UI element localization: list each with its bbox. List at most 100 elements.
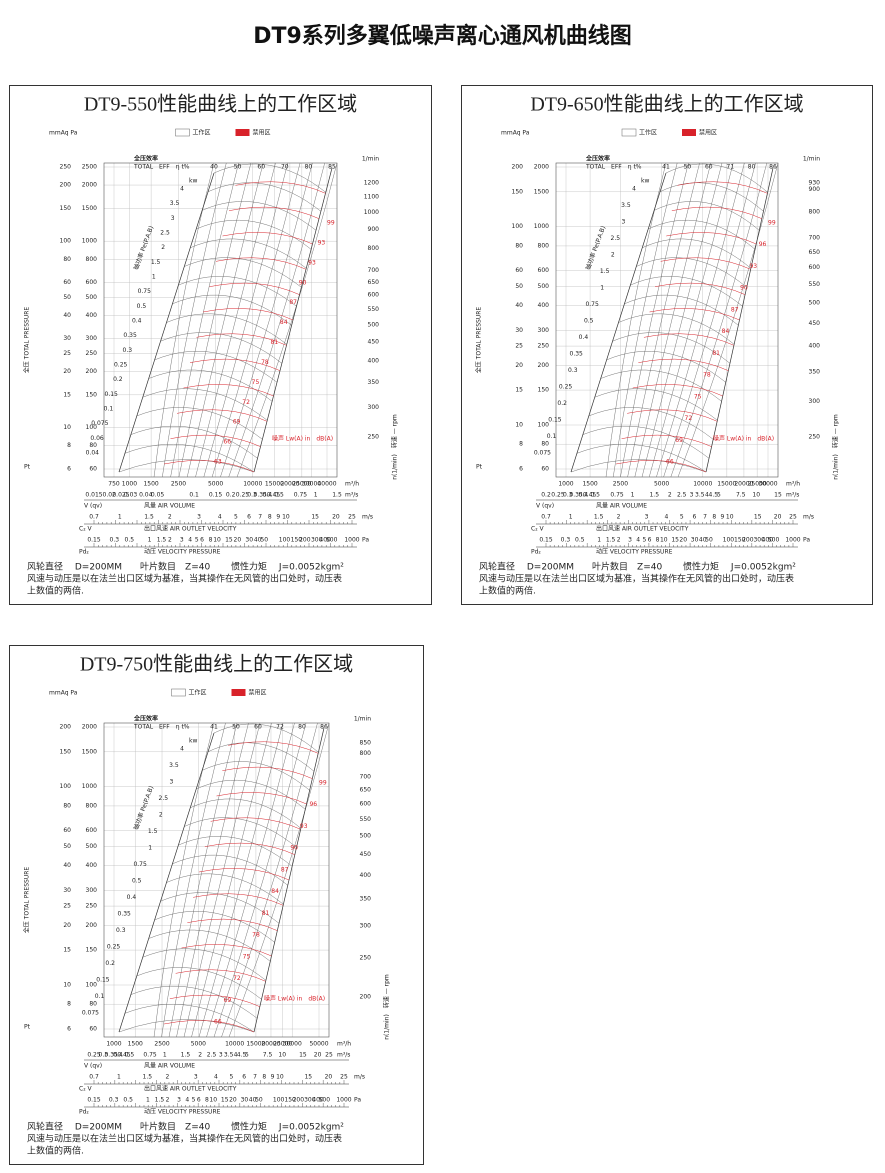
flow-s-label: 0.45 <box>583 492 597 499</box>
eff-curve <box>168 722 238 1038</box>
flow-s-label: 0.25 <box>87 1052 101 1059</box>
noise-value: 78 <box>252 932 260 939</box>
fan-curve <box>648 219 756 250</box>
power-value: 3.5 <box>169 762 179 769</box>
main-title: DT9系列多翼低噪声离心通风机曲线图 <box>253 24 632 49</box>
eff-label: 85 <box>328 164 336 171</box>
flow-s-label: 1.5 <box>332 492 342 499</box>
rpm-tick-label: 200 <box>360 994 372 1001</box>
dp-label: 0.3 <box>109 1097 119 1104</box>
rpm-tick-label: 450 <box>368 338 380 345</box>
dp-label: 30 <box>691 537 699 544</box>
dp-label: 100 <box>279 537 291 544</box>
power-value: 0.75 <box>585 301 599 308</box>
rpm-unit: 1/min <box>362 156 379 163</box>
noise-curve <box>163 1020 255 1033</box>
vel-label: 2 <box>165 1074 169 1081</box>
dp-label: 150 <box>734 537 746 544</box>
power-value: 0.35 <box>570 351 584 358</box>
dp-label: 0.5 <box>575 537 585 544</box>
flow-h-label: 30000 <box>283 1041 302 1048</box>
eff-curve <box>620 162 689 478</box>
flow-h-unit: m³/h <box>786 481 800 488</box>
power-value: 0.5 <box>584 318 594 325</box>
mmaq-tick-label: 10 <box>515 422 523 429</box>
noise-curves <box>163 181 326 473</box>
rpm-tick-label: 700 <box>368 267 380 274</box>
fan-curve <box>190 238 307 269</box>
flow-h-label: 15000 <box>265 481 284 488</box>
noise-value: 93 <box>308 259 316 266</box>
dp-label: 300 <box>304 1097 316 1104</box>
flow-h-label: 2500 <box>613 481 628 488</box>
pa-tick-label: 60 <box>89 1026 97 1033</box>
flow-s-label: 0.45 <box>267 492 281 499</box>
rpm-label: n(1/min) 转速 — rpm <box>391 414 399 480</box>
rpm-tick-label: 300 <box>368 404 380 411</box>
eff-label: 41 <box>662 164 670 171</box>
vel-label: 5 <box>680 514 684 521</box>
fan-curve <box>178 836 293 867</box>
flow-h-label: 30000 <box>302 481 321 488</box>
mmaq-tick-label: 8 <box>519 441 523 448</box>
noise-value: 90 <box>290 845 298 852</box>
eff-curve <box>663 162 756 478</box>
noise-curve <box>621 434 712 447</box>
dp-label: 50 <box>255 1097 263 1104</box>
legend-swatch <box>171 688 186 697</box>
power-value: 4 <box>632 186 636 193</box>
axis-unit: mmAq Pa <box>49 130 78 137</box>
noise-value: 81 <box>271 339 279 346</box>
vel-label: 5 <box>230 1074 234 1081</box>
power-value: 0.75 <box>133 861 147 868</box>
dp-label: 4 <box>188 537 192 544</box>
legend-swatch <box>621 128 637 137</box>
noise-curve <box>666 232 757 245</box>
flow-h-label: 10000 <box>225 1041 244 1048</box>
flow-s-label: 0.4 <box>262 492 272 499</box>
noise-curve <box>163 460 255 473</box>
mmaq-tick-label: 200 <box>60 182 72 189</box>
eff-label: 60 <box>254 724 262 731</box>
mmaq-tick-label: 30 <box>63 887 71 894</box>
dp-label: 100 <box>723 537 735 544</box>
eff-cn: 全压效率 <box>133 715 158 723</box>
mmaq-tick-label: 150 <box>60 748 72 755</box>
pa-tick-label: 1500 <box>534 188 549 195</box>
flow-h-label: 15000 <box>717 481 736 488</box>
flow-s-label: 0.03 <box>124 492 138 499</box>
noise-curve <box>169 994 260 1007</box>
noise-curve <box>643 333 735 346</box>
rpm-tick-label: 800 <box>368 245 380 252</box>
vel-label: 5 <box>234 514 238 521</box>
noise-value: 99 <box>768 220 776 227</box>
mmaq-tick-label: 25 <box>515 343 523 350</box>
rpm-tick-label: 1200 <box>364 180 379 187</box>
legend-label: 工作区 <box>193 129 211 137</box>
noise-curve <box>193 893 284 906</box>
noise-value: 96 <box>309 801 317 808</box>
vel-label: 25 <box>789 514 797 521</box>
mmaq-tick-label: 40 <box>63 312 71 319</box>
power-value: 0.075 <box>91 420 108 427</box>
kw-label: kw <box>189 738 197 745</box>
dp-label: 20 <box>234 537 242 544</box>
dp-label: 8 <box>209 537 213 544</box>
rpm-tick-label: 600 <box>368 292 380 299</box>
dp-label: 8 <box>205 1097 209 1104</box>
vel-title: 出口风速 AIR OUTLET VELOCITY <box>144 525 237 533</box>
rpm-tick-label: 400 <box>809 343 821 350</box>
flow-h-unit: m³/h <box>345 481 359 488</box>
panel-title: DT9-550性能曲线上的工作区域 <box>84 93 357 116</box>
rpm-tick-label: 800 <box>809 209 821 216</box>
dp-label: 100 <box>273 1097 285 1104</box>
vel-label: 1.5 <box>144 514 154 521</box>
mmaq-tick-label: 40 <box>515 302 523 309</box>
mmaq-tick-label: 50 <box>63 294 71 301</box>
noise-value: 81 <box>712 350 720 357</box>
pa-tick-label: 400 <box>86 862 98 869</box>
rpm-tick-label: 250 <box>368 434 380 441</box>
mmaq-tick-label: 100 <box>512 223 524 230</box>
rpm-tick-label: 900 <box>368 226 380 233</box>
rpm-tick-label: 500 <box>809 299 821 306</box>
